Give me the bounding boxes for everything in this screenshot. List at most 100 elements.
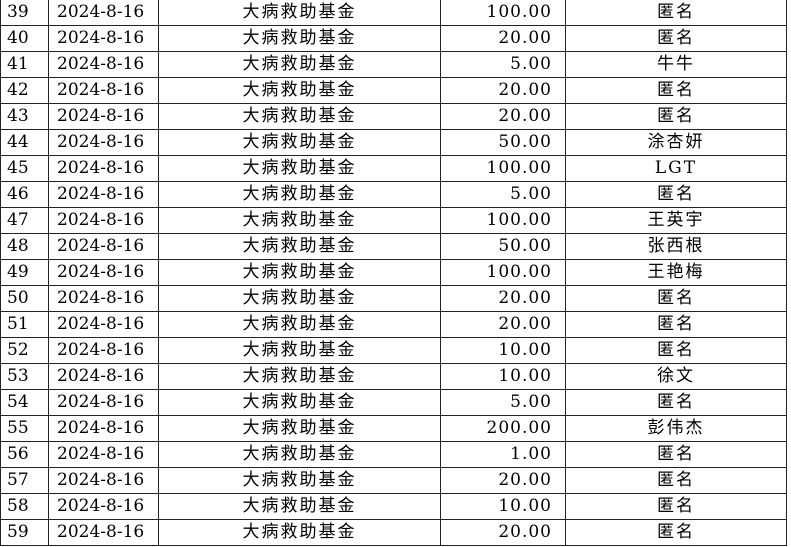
row-number: 39 <box>0 0 49 26</box>
date: 2024-8-16 <box>48 233 159 260</box>
date: 2024-8-16 <box>48 51 159 78</box>
donor: 匿名 <box>565 519 787 546</box>
date: 2024-8-16 <box>48 311 159 338</box>
donor: 张西根 <box>565 233 787 260</box>
donor: 匿名 <box>565 181 787 208</box>
row-number: 44 <box>0 129 49 156</box>
donor: 彭伟杰 <box>565 415 787 442</box>
row-number: 47 <box>0 207 49 234</box>
row-number: 53 <box>0 363 49 390</box>
date: 2024-8-16 <box>48 415 159 442</box>
donor: 匿名 <box>565 311 787 338</box>
table-row: 46 2024-8-16 大病救助基金 5.00 匿名 <box>0 181 787 208</box>
row-number: 46 <box>0 181 49 208</box>
table-row: 58 2024-8-16 大病救助基金 10.00 匿名 <box>0 493 787 520</box>
table-row: 59 2024-8-16 大病救助基金 20.00 匿名 <box>0 519 787 546</box>
row-number: 56 <box>0 441 49 468</box>
date: 2024-8-16 <box>48 25 159 52</box>
table-row: 53 2024-8-16 大病救助基金 10.00 徐文 <box>0 363 787 390</box>
table-row: 50 2024-8-16 大病救助基金 20.00 匿名 <box>0 285 787 312</box>
date: 2024-8-16 <box>48 467 159 494</box>
donor: 匿名 <box>565 441 787 468</box>
fund-name: 大病救助基金 <box>158 467 441 494</box>
fund-name: 大病救助基金 <box>158 311 441 338</box>
table-row: 51 2024-8-16 大病救助基金 20.00 匿名 <box>0 311 787 338</box>
donor: 牛牛 <box>565 51 787 78</box>
fund-name: 大病救助基金 <box>158 337 441 364</box>
amount: 20.00 <box>440 103 566 130</box>
date: 2024-8-16 <box>48 155 159 182</box>
row-number: 40 <box>0 25 49 52</box>
amount: 200.00 <box>440 415 566 442</box>
table-row: 40 2024-8-16 大病救助基金 20.00 匿名 <box>0 25 787 52</box>
fund-name: 大病救助基金 <box>158 259 441 286</box>
fund-name: 大病救助基金 <box>158 363 441 390</box>
fund-name: 大病救助基金 <box>158 0 441 26</box>
date: 2024-8-16 <box>48 181 159 208</box>
donor: 匿名 <box>565 467 787 494</box>
table-row: 48 2024-8-16 大病救助基金 50.00 张西根 <box>0 233 787 260</box>
amount: 1.00 <box>440 441 566 468</box>
amount: 20.00 <box>440 25 566 52</box>
row-number: 48 <box>0 233 49 260</box>
date: 2024-8-16 <box>48 103 159 130</box>
donor: 王英宇 <box>565 207 787 234</box>
row-number: 54 <box>0 389 49 416</box>
amount: 20.00 <box>440 467 566 494</box>
amount: 100.00 <box>440 0 566 26</box>
row-number: 43 <box>0 103 49 130</box>
date: 2024-8-16 <box>48 77 159 104</box>
row-number: 52 <box>0 337 49 364</box>
donor: 匿名 <box>565 103 787 130</box>
date: 2024-8-16 <box>48 337 159 364</box>
amount: 10.00 <box>440 363 566 390</box>
fund-name: 大病救助基金 <box>158 285 441 312</box>
date: 2024-8-16 <box>48 259 159 286</box>
table-row: 49 2024-8-16 大病救助基金 100.00 王艳梅 <box>0 259 787 286</box>
amount: 5.00 <box>440 51 566 78</box>
amount: 100.00 <box>440 207 566 234</box>
row-number: 57 <box>0 467 49 494</box>
fund-name: 大病救助基金 <box>158 519 441 546</box>
fund-name: 大病救助基金 <box>158 415 441 442</box>
amount: 5.00 <box>440 389 566 416</box>
date: 2024-8-16 <box>48 493 159 520</box>
date: 2024-8-16 <box>48 129 159 156</box>
table-row: 41 2024-8-16 大病救助基金 5.00 牛牛 <box>0 51 787 78</box>
donor: 匿名 <box>565 285 787 312</box>
fund-name: 大病救助基金 <box>158 155 441 182</box>
fund-name: 大病救助基金 <box>158 233 441 260</box>
amount: 20.00 <box>440 311 566 338</box>
date: 2024-8-16 <box>48 363 159 390</box>
donor: 王艳梅 <box>565 259 787 286</box>
row-number: 45 <box>0 155 49 182</box>
fund-name: 大病救助基金 <box>158 77 441 104</box>
date: 2024-8-16 <box>48 207 159 234</box>
date: 2024-8-16 <box>48 519 159 546</box>
fund-name: 大病救助基金 <box>158 25 441 52</box>
row-number: 51 <box>0 311 49 338</box>
amount: 100.00 <box>440 155 566 182</box>
amount: 20.00 <box>440 77 566 104</box>
table-row: 39 2024-8-16 大病救助基金 100.00 匿名 <box>0 0 787 26</box>
amount: 50.00 <box>440 129 566 156</box>
fund-name: 大病救助基金 <box>158 207 441 234</box>
fund-name: 大病救助基金 <box>158 51 441 78</box>
fund-name: 大病救助基金 <box>158 181 441 208</box>
table-row: 56 2024-8-16 大病救助基金 1.00 匿名 <box>0 441 787 468</box>
row-number: 41 <box>0 51 49 78</box>
date: 2024-8-16 <box>48 285 159 312</box>
table-row: 43 2024-8-16 大病救助基金 20.00 匿名 <box>0 103 787 130</box>
date: 2024-8-16 <box>48 0 159 26</box>
donor: 徐文 <box>565 363 787 390</box>
date: 2024-8-16 <box>48 389 159 416</box>
date: 2024-8-16 <box>48 441 159 468</box>
fund-name: 大病救助基金 <box>158 389 441 416</box>
donor: 匿名 <box>565 337 787 364</box>
amount: 20.00 <box>440 285 566 312</box>
row-number: 55 <box>0 415 49 442</box>
donor: 涂杏妍 <box>565 129 787 156</box>
